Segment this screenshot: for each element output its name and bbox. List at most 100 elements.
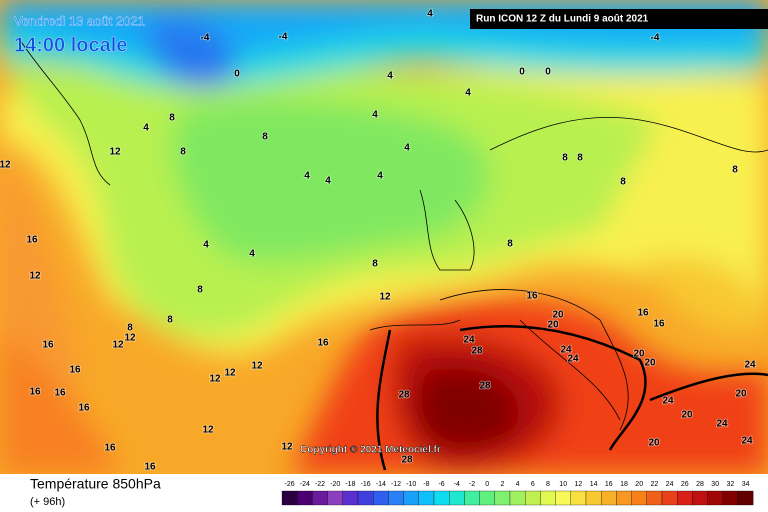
contour-label: 12 [202,425,214,436]
legend-swatch [327,490,343,506]
legend-swatch [585,490,602,506]
map [0,0,768,474]
legend-tick-label: 28 [696,481,704,488]
legend-swatch [555,490,571,506]
contour-label: 12 [224,368,236,379]
contour-label: 8 [127,323,133,334]
contour-label: 24 [716,419,728,430]
legend-swatch [601,490,617,506]
legend-tick-label: 2 [500,481,504,488]
footer-title: Température 850hPa [30,476,161,492]
legend-swatch [509,490,526,506]
legend-tick-label: 18 [620,481,628,488]
footer-lead: (+ 96h) [30,496,65,508]
map-date: Vendredi 13 août 2021 [14,13,145,28]
contour-label: 12 [209,374,221,385]
contour-label: 8 [169,113,175,124]
contour-label: 28 [398,390,410,401]
legend-swatch [403,490,419,506]
legend-swatch [646,490,663,506]
legend-tick-label: 0 [485,481,489,488]
contour-label: 20 [547,320,559,331]
contour-label: 4 [377,171,383,182]
contour-label: 4 [249,249,255,260]
run-info: Run ICON 12 Z du Lundi 9 août 2021 [476,14,649,25]
contour-label: 12 [112,340,124,351]
legend-swatch [631,490,647,506]
legend-tick-label: 32 [727,481,735,488]
contour-label: 20 [644,358,656,369]
legend-swatch [297,490,313,506]
color-legend: -26 -24 -22 -20 -18 -16 -14 -12 -10 -8 -6 -4 -2 0 2 4 6 8… [281,481,754,506]
legend-swatch [342,490,359,506]
contour-label: 24 [560,345,572,356]
contour-label: 28 [471,346,483,357]
legend-swatch [312,490,328,506]
isotherm-20 [376,325,768,471]
legend-tick-label: -6 [438,481,444,488]
contour-label: 4 [404,143,410,154]
legend-tick-label: 22 [651,481,659,488]
contour-label: 24 [463,335,475,346]
legend-swatch [707,490,723,506]
contour-label: 16 [54,388,66,399]
contour-label: 20 [735,389,747,400]
contour-label: 12 [281,442,293,453]
contour-label: 12 [29,271,41,282]
contour-label: 28 [401,455,413,466]
legend-tick-label: -14 [376,481,386,488]
contour-label: -4 [651,33,660,44]
legend-swatch [464,490,480,506]
legend-tick-label: -20 [330,481,340,488]
contour-label: 4 [387,71,393,82]
legend-swatch [433,490,450,506]
legend-tick-label: -16 [361,481,371,488]
legend-swatch [692,490,708,506]
contour-label: 4 [304,171,310,182]
legend-tick-label: -18 [345,481,355,488]
legend-tick-label: 34 [742,481,750,488]
legend-swatch [722,490,739,506]
contour-label: 4 [372,110,378,121]
legend-swatch [281,490,298,506]
contour-label: 20 [681,410,693,421]
legend-swatch [449,490,465,506]
contour-label: 8 [507,239,513,250]
contour-label: 0 [545,67,551,78]
contour-label: 28 [479,381,491,392]
contour-label: 4 [465,88,471,99]
legend-tick-label: 24 [666,481,674,488]
legend-tick-label: 30 [711,481,719,488]
contour-label: 24 [741,436,753,447]
legend-tick-label: -22 [315,481,325,488]
contour-label: 0 [519,67,525,78]
legend-tick-label: -8 [423,481,429,488]
contour-label: 16 [42,340,54,351]
legend-swatch [661,490,678,506]
legend-tick-label: 16 [605,481,613,488]
contour-label: 4 [427,9,433,20]
contour-label: 12 [379,292,391,303]
legend-tick-label: 8 [546,481,550,488]
legend-swatch [570,490,587,506]
contour-label: 16 [637,308,649,319]
legend-swatch [357,490,374,506]
contour-label: 8 [732,165,738,176]
legend-swatch [737,490,754,506]
legend-tick-label: -10 [406,481,416,488]
legend-swatch [418,490,435,506]
contour-label: 20 [633,349,645,360]
contour-label: 4 [143,123,149,134]
contour-label: 8 [262,132,268,143]
contour-label: 24 [744,360,756,371]
legend-tick-label: -24 [300,481,310,488]
contour-label: 8 [577,153,583,164]
copyright: Copyright © 2021 Meteociel.fr [300,445,441,456]
contour-label: 24 [662,396,674,407]
contour-label: 16 [144,462,156,473]
legend-swatch [616,490,632,506]
contour-label: -4 [279,32,288,43]
legend-tick-label: -2 [469,481,475,488]
legend-tick-label: 4 [516,481,520,488]
contour-label: 12 [0,160,11,171]
